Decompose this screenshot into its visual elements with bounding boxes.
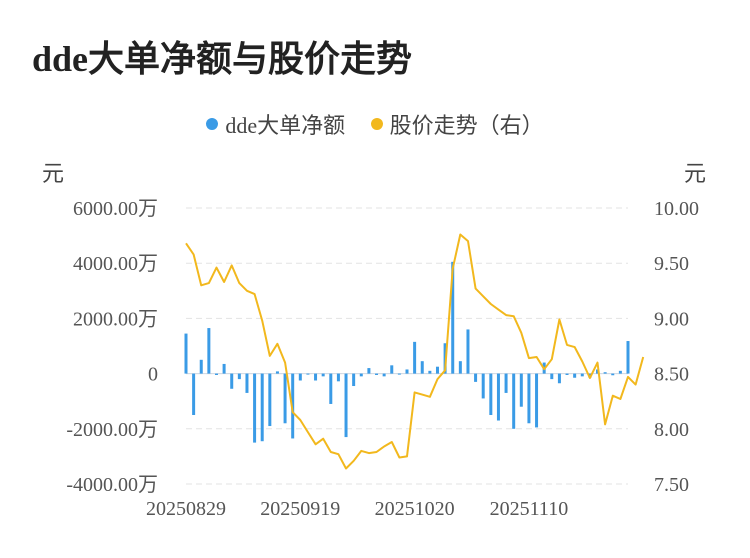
dde-bar: [428, 370, 432, 374]
x-tick-label: 20250829: [146, 498, 226, 520]
dde-bar: [359, 373, 363, 377]
left-tick-label: -4000.00万: [66, 474, 158, 496]
dde-bar: [474, 373, 478, 382]
chart-title: dde大单净额与股价走势: [32, 39, 413, 79]
legend-item-price[interactable]: 股价走势（右）: [370, 108, 544, 140]
legend-item-dde[interactable]: dde大单净额: [206, 108, 345, 140]
dde-bar: [184, 333, 188, 374]
x-tick-label: 20250919: [260, 498, 340, 520]
dde-bar: [451, 261, 455, 374]
dde-bar: [435, 366, 439, 374]
right-axis-unit: 元: [684, 161, 707, 186]
dde-bar: [199, 359, 203, 374]
dde-bar: [611, 373, 615, 376]
dde-bar: [573, 373, 577, 378]
dde-bar: [557, 373, 561, 384]
dde-bar: [504, 373, 508, 393]
legend-label-dde: dde大单净额: [225, 113, 346, 138]
dde-bar: [596, 369, 600, 374]
dde-bar: [550, 373, 554, 380]
dde-bar: [336, 373, 340, 382]
left-tick-label: 0: [148, 364, 158, 386]
right-tick-label: 7.50: [654, 474, 689, 496]
dde-bar: [512, 373, 516, 429]
dde-bar: [237, 373, 241, 380]
right-tick-label: 8.00: [654, 419, 689, 441]
price-line: [185, 233, 645, 470]
dde-bar: [314, 373, 318, 381]
x-tick-label: 20251110: [490, 498, 569, 520]
chart-legend: dde大单净额 股价走势（右）: [0, 108, 750, 140]
dde-bar: [367, 368, 371, 374]
dde-bar: [458, 361, 462, 374]
dde-bar: [519, 373, 523, 407]
legend-label-price: 股价走势（右）: [389, 113, 544, 138]
dde-bar: [230, 373, 234, 389]
dde-bar: [275, 371, 279, 374]
dde-bar: [344, 373, 348, 438]
dde-bar: [535, 373, 539, 428]
dde-bar: [375, 373, 379, 375]
dde-bar: [390, 365, 394, 374]
left-tick-label: 4000.00万: [73, 253, 158, 275]
dde-bar: [565, 373, 569, 375]
dde-bar: [298, 373, 302, 381]
dde-bar: [192, 373, 196, 415]
dde-bar: [352, 373, 356, 387]
dde-bar: [268, 373, 272, 427]
dde-bar: [321, 373, 325, 377]
dde-bar: [382, 373, 386, 377]
right-tick-label: 9.50: [654, 253, 689, 275]
dde-bar: [214, 373, 218, 375]
left-tick-label: 6000.00万: [73, 198, 158, 220]
dde-bar: [260, 373, 264, 442]
legend-dot-dde: [206, 118, 219, 130]
dde-bar: [306, 373, 310, 375]
dde-bar: [618, 370, 622, 374]
dde-bar: [626, 341, 630, 374]
dde-bar: [489, 373, 493, 415]
left-axis-unit: 元: [42, 161, 65, 186]
dde-bar: [283, 373, 287, 424]
dde-bar: [420, 361, 424, 374]
dde-bar: [580, 373, 584, 377]
left-tick-label: -2000.00万: [66, 419, 158, 441]
dde-bar: [245, 373, 249, 393]
dde-bar: [413, 341, 417, 374]
dde-bar: [466, 329, 470, 374]
dde-bar: [397, 373, 401, 375]
right-tick-label: 10.00: [654, 198, 699, 220]
x-tick-label: 20251020: [375, 498, 455, 520]
dde-bar: [222, 363, 226, 374]
dde-bar: [527, 373, 531, 424]
dde-bar: [207, 328, 211, 374]
dde-bar: [253, 373, 257, 443]
dde-bar: [405, 369, 409, 374]
legend-dot-price: [370, 118, 383, 130]
dde-bar: [603, 372, 607, 374]
dde-bar: [496, 373, 500, 421]
dde-bar: [329, 373, 333, 404]
dde-bar: [481, 373, 485, 399]
right-tick-label: 9.00: [654, 308, 689, 330]
left-tick-label: 2000.00万: [73, 308, 158, 330]
right-tick-label: 8.50: [654, 364, 689, 386]
